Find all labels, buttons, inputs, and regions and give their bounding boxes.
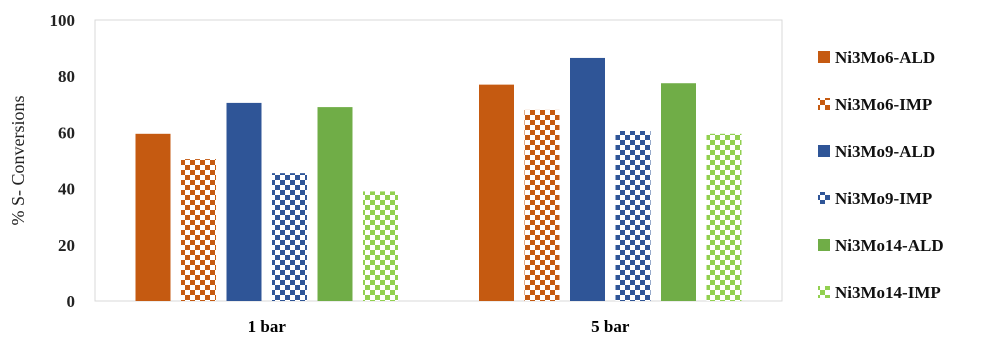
bar-ni3mo9-ald bbox=[570, 57, 605, 302]
x-tick-label: 1 bar bbox=[248, 317, 287, 336]
legend-item: Ni3Mo14-IMP bbox=[818, 283, 941, 302]
bar-ni3mo9-imp bbox=[272, 173, 307, 301]
legend-item: Ni3Mo9-ALD bbox=[818, 142, 935, 161]
bar-ni3mo14-ald bbox=[317, 107, 353, 301]
y-tick-label: 40 bbox=[58, 180, 75, 199]
y-axis-title: % S- Conversions bbox=[8, 96, 28, 226]
plot-border bbox=[94, 19, 783, 302]
legend-swatch bbox=[818, 51, 830, 63]
legend-swatch bbox=[818, 239, 830, 251]
legend-label: Ni3Mo9-IMP bbox=[835, 189, 932, 208]
x-tick-label: 5 bar bbox=[591, 317, 630, 336]
bar-ni3mo9-ald bbox=[226, 102, 262, 302]
legend-label: Ni3Mo14-ALD bbox=[835, 236, 944, 255]
y-axis: 0 20 40 60 80 100 bbox=[50, 11, 76, 311]
y-tick-label: 0 bbox=[67, 292, 76, 311]
legend-label: Ni3Mo9-ALD bbox=[835, 142, 935, 161]
y-tick-label: 60 bbox=[58, 123, 75, 142]
x-axis: 1 bar 5 bar bbox=[248, 317, 630, 336]
legend-swatch bbox=[818, 192, 830, 204]
legend-label: Ni3Mo14-IMP bbox=[835, 283, 941, 302]
y-tick-label: 20 bbox=[58, 236, 75, 255]
legend-swatch bbox=[818, 286, 830, 298]
legend-item: Ni3Mo9-IMP bbox=[818, 189, 932, 208]
bar-ni3mo14-imp bbox=[363, 191, 398, 301]
bar-ni3mo6-ald bbox=[479, 84, 514, 301]
bar-ni3mo14-imp bbox=[706, 133, 742, 301]
legend-item: Ni3Mo6-ALD bbox=[818, 48, 935, 67]
legend-item: Ni3Mo14-ALD bbox=[818, 236, 944, 255]
legend-swatch bbox=[818, 98, 830, 110]
bars bbox=[135, 57, 742, 302]
bar-ni3mo14-ald bbox=[661, 83, 696, 301]
legend: Ni3Mo6-ALD Ni3Mo6-IMP Ni3Mo9-ALD Ni3Mo9-IMP… bbox=[818, 48, 944, 302]
y-tick-label: 80 bbox=[58, 67, 75, 86]
plot-area bbox=[94, 19, 783, 302]
legend-swatch bbox=[818, 145, 830, 157]
bar-ni3mo9-imp bbox=[615, 130, 651, 301]
bar-ni3mo6-imp bbox=[181, 159, 216, 301]
y-tick-label: 100 bbox=[50, 11, 76, 30]
bar-ni3mo6-imp bbox=[524, 109, 560, 301]
legend-label: Ni3Mo6-ALD bbox=[835, 48, 935, 67]
bar-ni3mo6-ald bbox=[135, 133, 171, 301]
legend-label: Ni3Mo6-IMP bbox=[835, 95, 932, 114]
legend-item: Ni3Mo6-IMP bbox=[818, 95, 932, 114]
